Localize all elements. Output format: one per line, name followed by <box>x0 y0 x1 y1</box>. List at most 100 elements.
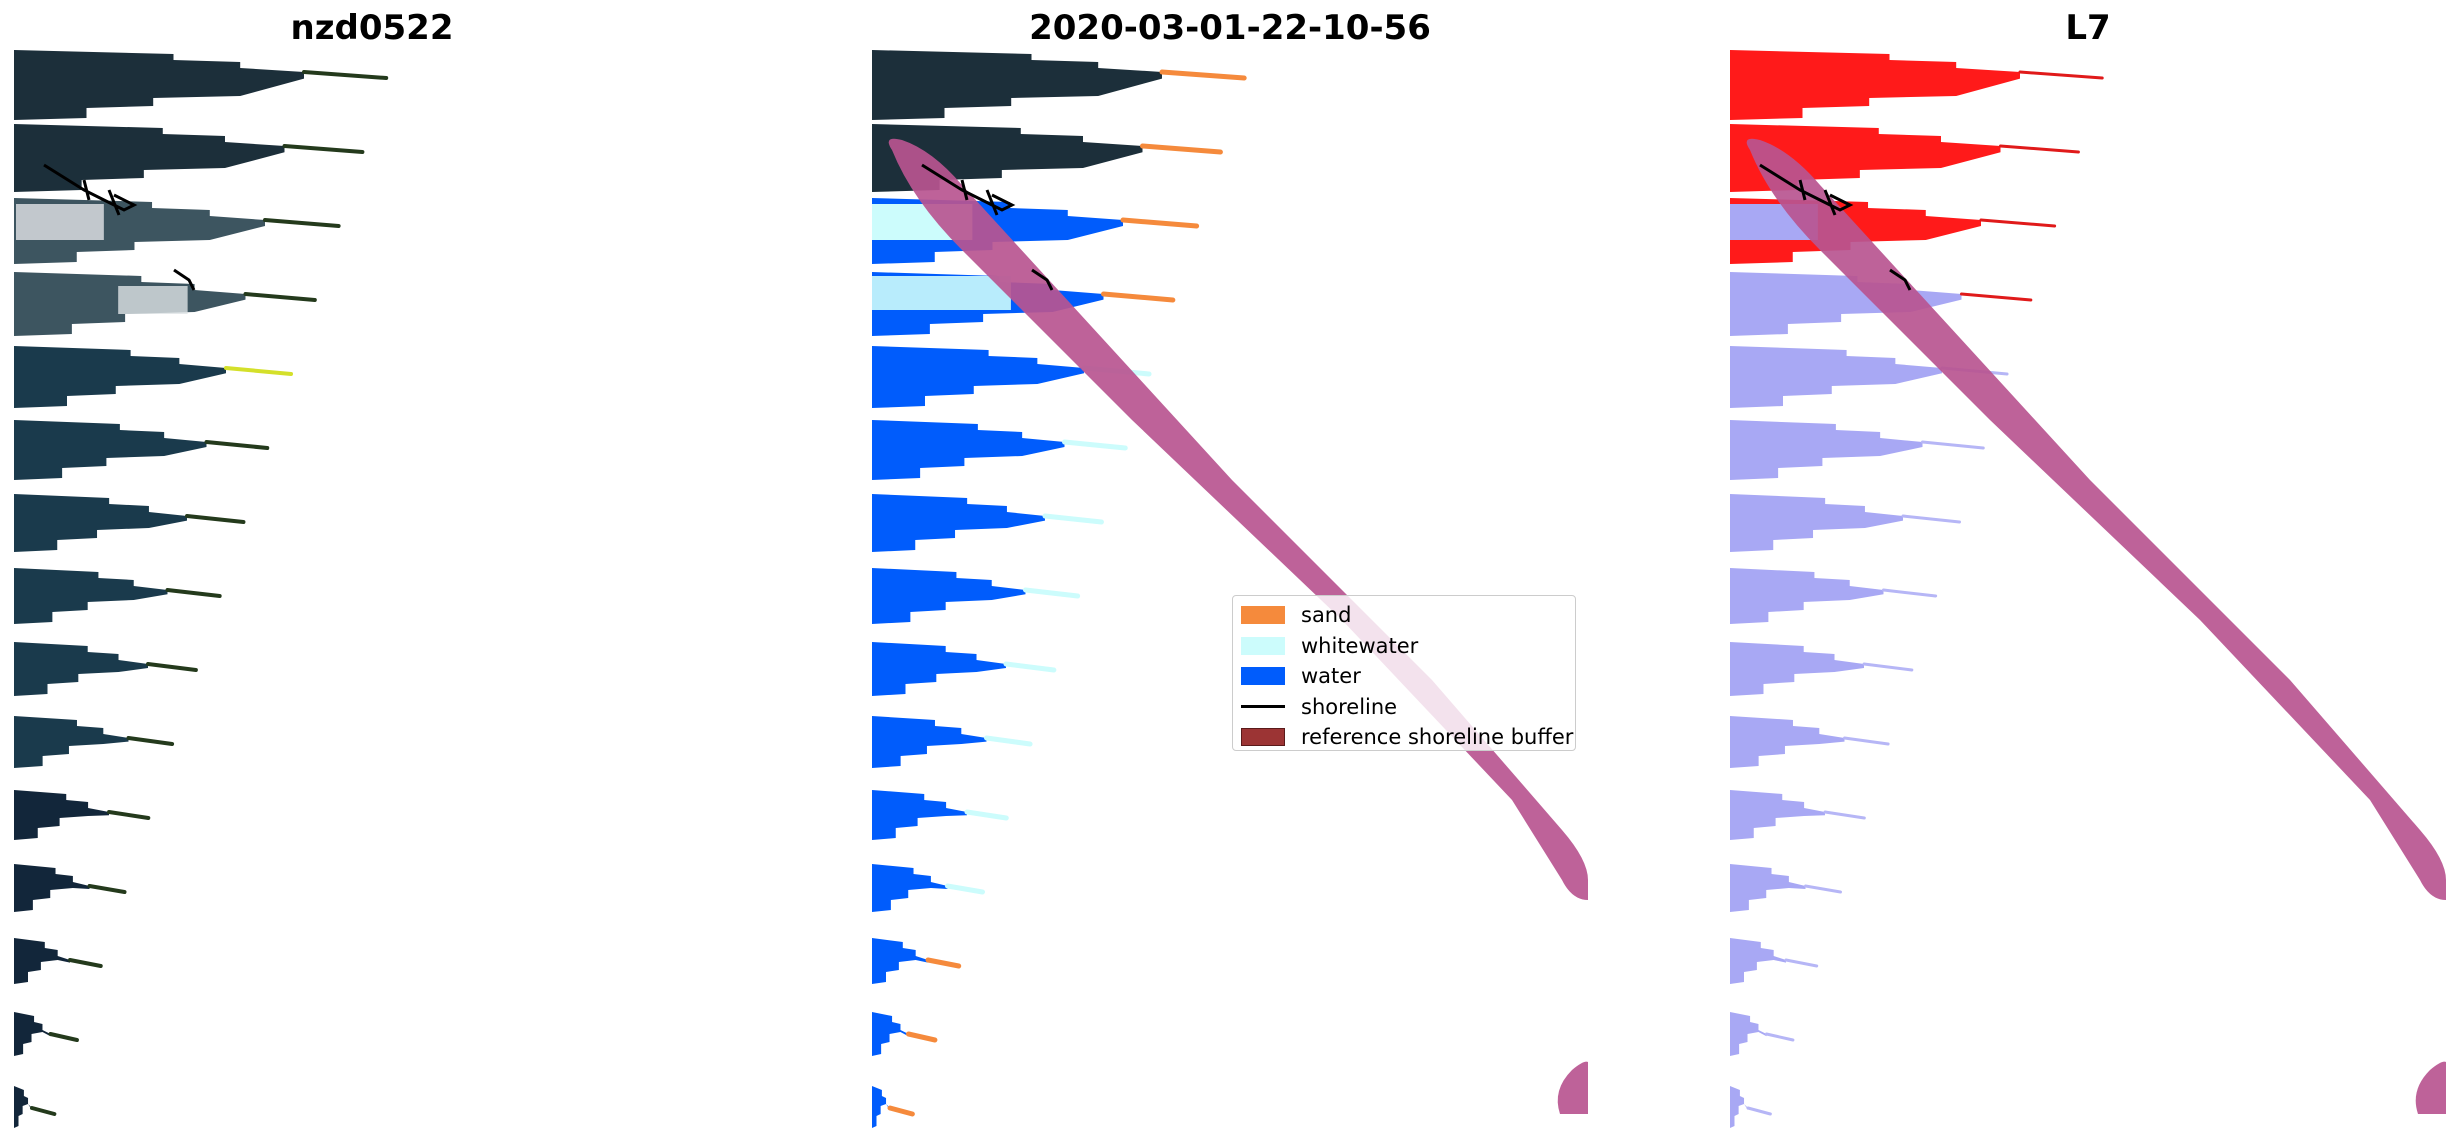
cloud-patch <box>118 286 188 314</box>
beach-tip-segment <box>146 662 198 672</box>
legend-item-whitewater: whitewater <box>1241 631 1565 662</box>
water-class-strip <box>872 642 1006 696</box>
band-image-strip <box>1730 1012 1767 1056</box>
shoreline-contour <box>1759 163 1854 216</box>
beach-tip-segment <box>1960 292 2033 302</box>
rgb-image-strip <box>14 642 148 696</box>
water-class-strip <box>872 938 928 984</box>
beach-tip-segment <box>1120 217 1200 229</box>
shoreline-contour <box>1031 268 1054 291</box>
beach-tip-segment <box>906 1031 938 1043</box>
whitewater-swatch <box>1241 636 1285 655</box>
band-water-area <box>1730 276 1858 310</box>
shoreline-contour <box>1889 268 1912 291</box>
beach-tip-segment <box>165 588 222 598</box>
beach-tip-segment <box>1921 440 1985 450</box>
rgb-image-strip <box>14 938 70 984</box>
beach-tip-segment <box>925 957 962 969</box>
rgb-image-panel <box>14 50 389 1128</box>
legend-item-shoreline: shoreline <box>1241 692 1565 723</box>
legend-label: sand <box>1301 603 1352 628</box>
beach-tip-segment <box>1765 1032 1795 1042</box>
rgb-image-strip <box>14 50 304 120</box>
beach-tip-segment <box>185 514 246 524</box>
water-class-strip <box>872 864 948 912</box>
whitewater-class-area <box>872 276 1011 310</box>
beach-tip-segment <box>126 736 175 746</box>
band-image-strip <box>1730 346 1942 408</box>
sand-swatch <box>1241 606 1285 625</box>
band-image-strip <box>1730 494 1903 552</box>
rgb-image-strip <box>14 420 207 480</box>
water-class-strip <box>872 346 1084 408</box>
beach-tip-segment <box>1062 439 1128 451</box>
band-image-strip <box>1730 1086 1748 1128</box>
band-image-strip <box>1730 420 1923 480</box>
beach-tip-segment <box>984 735 1033 747</box>
water-class-strip <box>872 568 1026 624</box>
rgb-image-strip <box>14 790 109 840</box>
beach-tip-segment <box>1862 662 1914 672</box>
beach-tip-segment <box>68 958 103 968</box>
water-class-strip <box>872 1012 909 1056</box>
beach-tip-segment <box>1823 810 1866 820</box>
water-class-strip <box>872 716 987 768</box>
band-image-strip <box>1730 568 1884 624</box>
beach-tip-segment <box>1042 513 1104 525</box>
legend: sand whitewater water shoreline referenc… <box>1232 595 1576 751</box>
beach-tip-segment <box>1101 291 1176 303</box>
legend-item-water: water <box>1241 661 1565 692</box>
band-panel-title: L7 <box>2065 8 2111 48</box>
beach-tip-segment <box>1999 144 2080 154</box>
rgb-image-strip <box>14 124 285 192</box>
band-image-strip <box>1730 642 1864 696</box>
rgb-image-strip <box>14 1012 51 1056</box>
beach-tip-segment <box>302 70 389 80</box>
band-image-strip <box>1730 716 1845 768</box>
band-image-strip <box>1730 50 2020 120</box>
shoreline-contour <box>43 163 138 216</box>
legend-label: shoreline <box>1301 694 1398 719</box>
reference-shoreline-buffer <box>1746 138 2446 900</box>
beach-tip-segment <box>224 366 294 376</box>
shoreline-contour <box>921 163 1016 216</box>
beach-tip-segment <box>1023 587 1081 599</box>
legend-label: reference shoreline buffer <box>1301 725 1574 750</box>
rgb-image-strip <box>14 494 187 552</box>
water-class-strip <box>872 420 1065 480</box>
band-image-strip <box>1730 864 1806 912</box>
rgb-image-strip <box>14 864 90 912</box>
beach-tip-segment <box>1784 958 1819 968</box>
beach-tip-segment <box>1882 588 1938 598</box>
rgb-image-strip <box>14 568 168 624</box>
water-class-strip <box>872 1086 890 1128</box>
rgb-image-strip <box>14 346 226 408</box>
classification-image-panel <box>872 50 1588 1128</box>
beach-tip-segment <box>243 292 317 302</box>
buffer-swatch <box>1241 728 1285 747</box>
beach-tip-segment <box>1804 884 1843 894</box>
beach-tip-segment <box>1746 1106 1772 1116</box>
beach-tip-segment <box>887 1105 915 1117</box>
water-class-strip <box>872 50 1162 120</box>
water-class-strip <box>872 790 967 840</box>
legend-item-buffer: reference shoreline buffer <box>1241 722 1573 753</box>
band-image-panel <box>1730 50 2446 1128</box>
reference-shoreline-buffer <box>2415 1061 2446 1114</box>
rgb-panel-title: nzd0522 <box>290 8 454 48</box>
beach-tip-segment <box>87 884 127 894</box>
legend-item-sand: sand <box>1241 600 1565 631</box>
rgb-image-strip <box>14 716 129 768</box>
beach-tip-segment <box>282 144 365 154</box>
beach-tip-segment <box>1140 143 1223 155</box>
shoreline-line-swatch <box>1241 705 1285 709</box>
reference-shoreline-buffer <box>888 138 1588 900</box>
beach-tip-segment <box>1843 736 1890 746</box>
classification-panel-title: 2020-03-01-22-10-56 <box>1029 8 1431 48</box>
beach-tip-segment <box>945 883 986 895</box>
beach-tip-segment <box>48 1032 79 1042</box>
beach-tip-segment <box>2018 70 2104 80</box>
beach-tip-segment <box>1979 218 2057 228</box>
beach-tip-segment <box>1159 69 1247 81</box>
cloud-patch <box>16 204 104 240</box>
